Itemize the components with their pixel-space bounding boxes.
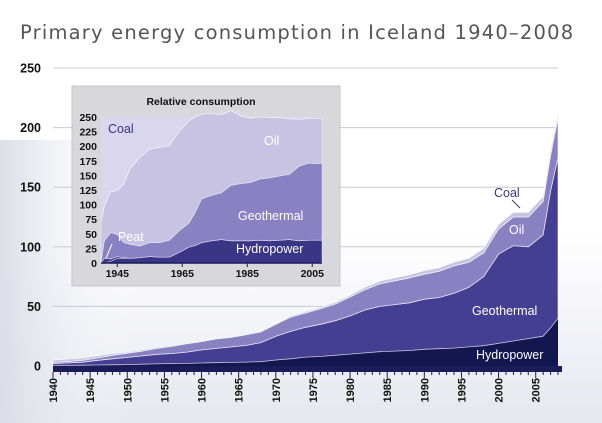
inset-x-tick-label: 1965 bbox=[171, 268, 195, 280]
main-label-hydropower: Hydropower bbox=[476, 348, 543, 362]
main-areas bbox=[52, 113, 559, 366]
main-series-labels: Hydropower Geothermal Oil Coal bbox=[472, 186, 543, 362]
inset-y-tick-label: 250 bbox=[79, 112, 97, 124]
inset-x-tick-label: 1945 bbox=[106, 268, 130, 280]
main-x-tick-label: 1985 bbox=[382, 378, 394, 402]
main-x-tick-label: 1945 bbox=[85, 378, 97, 402]
main-x-tick-label: 1990 bbox=[419, 378, 431, 402]
inset-y-tick-label: 0 bbox=[91, 258, 97, 270]
inset-label-hydropower: Hydropower bbox=[236, 242, 303, 256]
inset-y-tick-label: 50 bbox=[85, 229, 97, 241]
inset-area-coal bbox=[100, 110, 322, 223]
inset-y-tick-label: 75 bbox=[85, 214, 97, 226]
main-label-geothermal: Geothermal bbox=[472, 304, 537, 318]
main-x-tick-label: 1940 bbox=[48, 378, 60, 402]
main-y-tick-label: 50 bbox=[27, 300, 41, 314]
main-y-tick-label: 250 bbox=[20, 62, 41, 76]
inset-y-tick-label: 150 bbox=[79, 170, 97, 182]
chart-title: Primary energy consumption in Iceland 19… bbox=[20, 21, 574, 44]
inset-series-labels: Hydropower Peat Geothermal Oil Coal bbox=[105, 122, 303, 259]
main-x-tick-label: 1950 bbox=[122, 378, 134, 402]
main-x-axis: 1940 1945 1950 1955 1960 1965 1970 1975 1980 1985… bbox=[48, 366, 562, 402]
peat-pointer-line bbox=[105, 243, 113, 259]
main-x-tick-label: 2005 bbox=[531, 378, 543, 402]
main-y-tick-label: 200 bbox=[20, 121, 41, 135]
inset-title: Relative consumption bbox=[146, 96, 255, 108]
coal-pointer-line bbox=[511, 199, 521, 209]
main-y-tick-label: 100 bbox=[20, 240, 41, 254]
inset-y-tick-label: 225 bbox=[79, 127, 97, 139]
main-y-tick-label: 0 bbox=[34, 360, 41, 374]
main-y-axis: 250 200 150 100 50 0 bbox=[20, 62, 41, 374]
main-area-coal bbox=[52, 113, 559, 363]
inset-x-tick-label: 2005 bbox=[301, 268, 325, 280]
inset-label-peat: Peat bbox=[118, 230, 144, 244]
main-x-tick-label: 1975 bbox=[308, 378, 320, 402]
main-x-tick-label: 1955 bbox=[159, 378, 171, 402]
inset-x-tick-label: 1985 bbox=[236, 268, 260, 280]
main-label-coal: Coal bbox=[494, 186, 520, 200]
main-x-axis-bar bbox=[53, 366, 562, 372]
main-x-tick-label: 1980 bbox=[345, 378, 357, 402]
inset-y-tick-label: 175 bbox=[79, 156, 97, 168]
inset-panel: Relative consumption 2502252001751501251… bbox=[71, 85, 341, 287]
main-x-tick-label: 2000 bbox=[494, 378, 506, 402]
inset-y-tick-label: 125 bbox=[79, 185, 97, 197]
inset-label-geothermal: Geothermal bbox=[238, 209, 303, 223]
inset-y-tick-label: 100 bbox=[79, 200, 97, 212]
inset-label-oil: Oil bbox=[264, 134, 279, 148]
main-x-tick-label: 1970 bbox=[271, 378, 283, 402]
inset-y-tick-label: 200 bbox=[79, 141, 97, 153]
main-x-tick-label: 1995 bbox=[456, 378, 468, 402]
inset-areas bbox=[100, 110, 323, 264]
main-area-hydropower bbox=[53, 318, 558, 366]
inset-y-tick-label: 25 bbox=[85, 243, 97, 255]
main-x-tick-label: 1965 bbox=[234, 378, 246, 402]
main-label-oil: Oil bbox=[509, 223, 524, 237]
inset-x-axis: 1945 1965 1985 2005 bbox=[101, 262, 325, 280]
main-y-tick-label: 150 bbox=[20, 181, 41, 195]
inset-label-coal: Coal bbox=[108, 122, 134, 136]
main-x-tick-label: 1960 bbox=[197, 378, 209, 402]
